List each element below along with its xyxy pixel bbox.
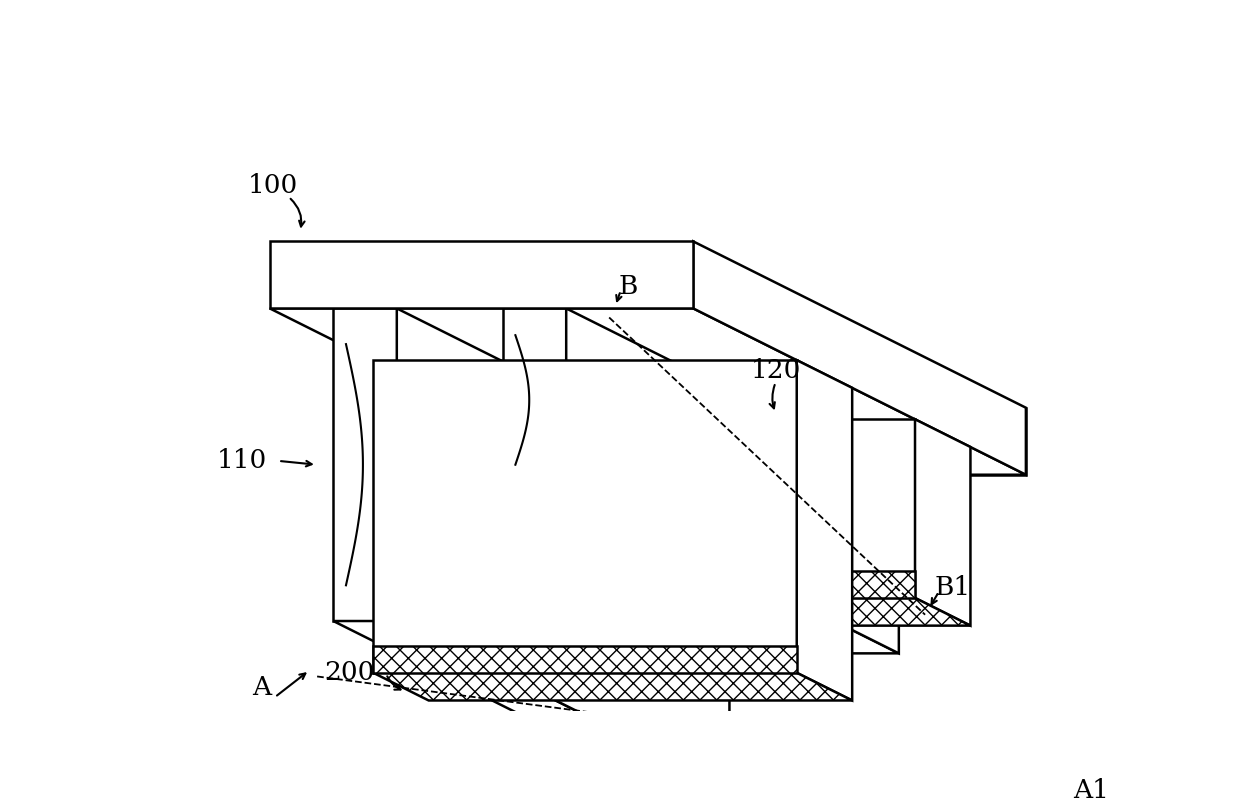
- Polygon shape: [270, 308, 1025, 475]
- Polygon shape: [397, 308, 729, 787]
- Polygon shape: [603, 407, 1025, 475]
- Text: B: B: [619, 274, 637, 299]
- Polygon shape: [797, 360, 852, 701]
- Text: 200: 200: [324, 660, 374, 685]
- Polygon shape: [915, 419, 971, 626]
- Polygon shape: [491, 571, 915, 598]
- Polygon shape: [334, 621, 729, 787]
- Text: B1: B1: [934, 575, 971, 600]
- Polygon shape: [502, 308, 567, 487]
- Polygon shape: [373, 360, 797, 673]
- Polygon shape: [373, 673, 852, 701]
- Text: A: A: [252, 674, 270, 700]
- Polygon shape: [491, 598, 971, 626]
- Polygon shape: [693, 241, 1025, 475]
- Polygon shape: [270, 241, 693, 308]
- Text: 100: 100: [248, 173, 299, 198]
- Text: A1: A1: [1073, 778, 1109, 799]
- Text: 110: 110: [217, 448, 267, 473]
- Polygon shape: [567, 308, 899, 654]
- Text: 120: 120: [750, 358, 801, 384]
- Polygon shape: [373, 646, 797, 673]
- Polygon shape: [334, 308, 397, 621]
- Polygon shape: [502, 487, 899, 654]
- Polygon shape: [491, 419, 915, 598]
